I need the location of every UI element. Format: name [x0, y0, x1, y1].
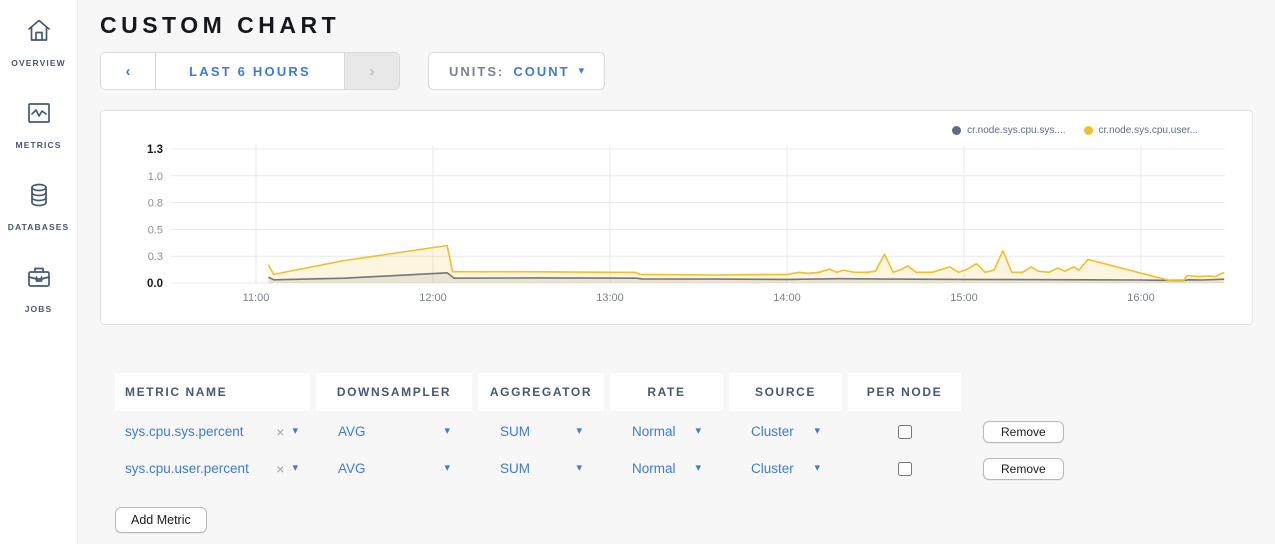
time-range-selector: ‹ LAST 6 HOURS ›	[100, 52, 400, 90]
metrics-table-header: METRIC NAME DOWNSAMPLER AGGREGATOR RATE …	[115, 373, 1253, 411]
rate-value: Normal	[632, 424, 676, 439]
chart-legend: cr.node.sys.cpu.sys.... cr.node.sys.cpu.u…	[115, 121, 1238, 139]
remove-metric-button[interactable]: Remove	[983, 420, 1064, 443]
rate-dropdown[interactable]: Normal ▾	[610, 461, 723, 476]
column-header-metric-name: METRIC NAME	[115, 373, 310, 411]
sidebar-item-jobs[interactable]: JOBS	[0, 262, 77, 314]
aggregator-value: SUM	[500, 424, 530, 439]
sidebar-item-label: DATABASES	[7, 222, 70, 232]
downsampler-dropdown[interactable]: AVG ▾	[316, 461, 472, 476]
sidebar-item-metrics[interactable]: METRICS	[0, 98, 77, 150]
custom-chart-plot: 1.3 1.0 0.8 0.5 0.3 0.0 11:00 12:00 13:00 14:00 15…	[147, 144, 1225, 304]
toolbar: ‹ LAST 6 HOURS › UNITS: COUNT ▾	[100, 52, 1253, 90]
units-value: COUNT	[513, 63, 570, 79]
column-header-rate: RATE	[610, 373, 723, 411]
svg-text:0.3: 0.3	[148, 251, 163, 263]
svg-text:1.0: 1.0	[148, 171, 163, 183]
legend-label: cr.node.sys.cpu.sys....	[967, 124, 1066, 136]
table-row: sys.cpu.sys.percent × ▾ AVG ▾ SUM ▾ Norm…	[115, 415, 1253, 448]
svg-text:13:00: 13:00	[596, 292, 624, 304]
column-header-aggregator: AGGREGATOR	[478, 373, 604, 411]
sidebar-item-label: METRICS	[15, 140, 62, 150]
units-label: UNITS:	[449, 63, 505, 79]
chevron-down-icon: ▾	[578, 64, 585, 77]
aggregator-value: SUM	[500, 461, 530, 476]
main-content: CUSTOM CHART ‹ LAST 6 HOURS › UNITS: COU…	[78, 0, 1275, 533]
downsampler-value: AVG	[338, 461, 366, 476]
legend-label: cr.node.sys.cpu.user...	[1098, 124, 1199, 136]
per-node-checkbox[interactable]	[897, 424, 912, 439]
per-node-cell	[848, 424, 961, 439]
metrics-icon	[24, 98, 54, 133]
aggregator-dropdown[interactable]: SUM ▾	[478, 424, 604, 439]
aggregator-dropdown[interactable]: SUM ▾	[478, 461, 604, 476]
per-node-checkbox[interactable]	[897, 461, 912, 476]
svg-text:11:00: 11:00	[243, 292, 270, 304]
per-node-cell	[848, 461, 961, 476]
downsampler-dropdown[interactable]: AVG ▾	[316, 424, 472, 439]
metric-name-value: sys.cpu.sys.percent	[125, 424, 244, 439]
source-value: Cluster	[751, 424, 794, 439]
chevron-down-icon: ▾	[814, 462, 820, 474]
column-header-source: SOURCE	[729, 373, 842, 411]
metric-name-dropdown[interactable]: sys.cpu.user.percent × ▾	[115, 461, 310, 477]
svg-text:0.8: 0.8	[148, 198, 163, 210]
metric-name-dropdown[interactable]: sys.cpu.sys.percent × ▾	[115, 424, 310, 440]
chevron-down-icon: ▾	[695, 462, 701, 474]
rate-value: Normal	[632, 461, 676, 476]
legend-dot-icon	[952, 125, 962, 135]
chevron-down-icon: ▾	[695, 425, 701, 437]
column-header-per-node: PER NODE	[848, 373, 961, 411]
home-icon	[24, 16, 54, 51]
chevron-down-icon: ▾	[576, 425, 582, 437]
source-value: Cluster	[751, 461, 794, 476]
clear-metric-icon[interactable]: ×	[276, 460, 285, 477]
source-dropdown[interactable]: Cluster ▾	[729, 461, 842, 476]
svg-text:16:00: 16:00	[1127, 292, 1155, 304]
legend-item[interactable]: cr.node.sys.cpu.sys....	[952, 124, 1066, 136]
remove-metric-button[interactable]: Remove	[983, 457, 1064, 480]
page-title: CUSTOM CHART	[100, 12, 341, 38]
add-metric-button[interactable]: Add Metric	[115, 507, 207, 533]
chevron-down-icon: ▾	[444, 425, 450, 437]
sidebar-item-databases[interactable]: DATABASES	[0, 180, 77, 232]
time-range-label[interactable]: LAST 6 HOURS	[156, 53, 344, 89]
chevron-down-icon: ▾	[292, 425, 298, 437]
svg-text:15:00: 15:00	[950, 292, 978, 304]
sidebar-item-label: JOBS	[24, 304, 53, 314]
svg-text:1.3: 1.3	[147, 144, 163, 156]
units-dropdown[interactable]: UNITS: COUNT ▾	[428, 52, 606, 90]
databases-icon	[24, 180, 54, 215]
sidebar-item-label: OVERVIEW	[11, 58, 66, 68]
jobs-icon	[24, 262, 54, 297]
sidebar: OVERVIEW METRICS DATABASES JOBS	[0, 0, 78, 544]
svg-text:12:00: 12:00	[419, 292, 447, 304]
downsampler-value: AVG	[338, 424, 366, 439]
time-range-prev-button[interactable]: ‹	[101, 53, 156, 89]
chevron-down-icon: ▾	[292, 462, 298, 474]
svg-text:0.5: 0.5	[148, 224, 163, 236]
legend-dot-icon	[1083, 125, 1093, 135]
chevron-down-icon: ▾	[444, 462, 450, 474]
chart-card: cr.node.sys.cpu.sys.... cr.node.sys.cpu.u…	[100, 110, 1253, 325]
table-row: sys.cpu.user.percent × ▾ AVG ▾ SUM ▾ Nor…	[115, 452, 1253, 485]
metric-name-value: sys.cpu.user.percent	[125, 461, 249, 476]
sidebar-item-overview[interactable]: OVERVIEW	[0, 16, 77, 68]
svg-text:14:00: 14:00	[773, 292, 801, 304]
source-dropdown[interactable]: Cluster ▾	[729, 424, 842, 439]
chevron-down-icon: ▾	[814, 425, 820, 437]
chevron-down-icon: ▾	[576, 462, 582, 474]
metrics-table: METRIC NAME DOWNSAMPLER AGGREGATOR RATE …	[100, 373, 1253, 533]
legend-item[interactable]: cr.node.sys.cpu.user...	[1083, 124, 1199, 136]
rate-dropdown[interactable]: Normal ▾	[610, 424, 723, 439]
clear-metric-icon[interactable]: ×	[276, 423, 285, 440]
column-header-downsampler: DOWNSAMPLER	[316, 373, 472, 411]
time-range-next-button[interactable]: ›	[344, 53, 399, 89]
svg-text:0.0: 0.0	[147, 278, 163, 290]
